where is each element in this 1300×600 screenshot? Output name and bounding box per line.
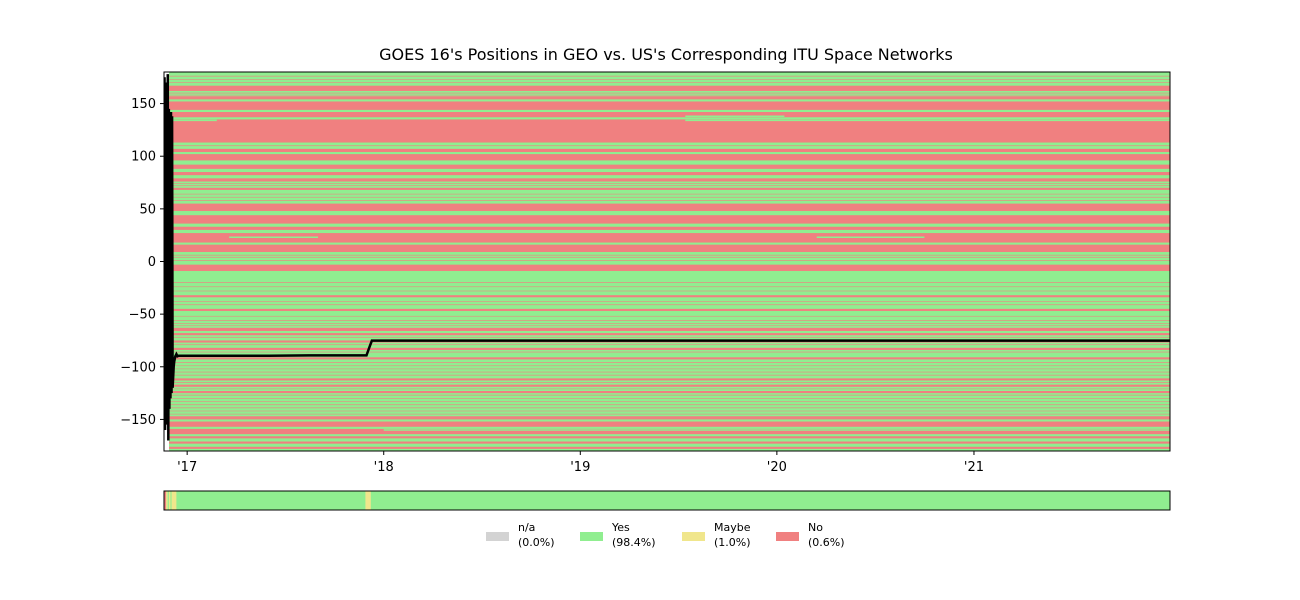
legend-swatch [682, 532, 705, 541]
status-band [164, 203, 1170, 211]
legend-percent: (1.0%) [714, 536, 751, 549]
y-tick-label: −150 [120, 413, 156, 428]
x-tick-label: '20 [767, 460, 787, 475]
x-tick-label: '18 [374, 460, 394, 475]
y-tick-label: 150 [131, 97, 156, 112]
status-band [164, 226, 1170, 230]
legend-swatch [486, 532, 509, 541]
status-band [164, 164, 1170, 169]
status-band [164, 347, 1170, 350]
strip-segment [164, 491, 167, 510]
status-band [164, 233, 1170, 243]
y-axis: 150 100 50 0 −50 −100 −150 [120, 97, 164, 428]
status-band [164, 244, 1170, 253]
status-band [164, 421, 1170, 427]
status-strip-frame [163, 490, 1171, 511]
strip-segment [168, 491, 171, 510]
y-tick-label: −50 [129, 308, 156, 323]
status-band [164, 327, 1170, 331]
status-band [164, 295, 1170, 298]
status-band [164, 378, 1170, 381]
strip-segment [167, 491, 169, 510]
status-band [164, 428, 1170, 435]
status-band [164, 446, 1170, 449]
x-tick-label: '19 [570, 460, 590, 475]
position-series-line [164, 74, 1170, 441]
status-band [164, 384, 1170, 387]
legend-swatch [580, 532, 603, 541]
legend-label: Maybe [714, 521, 751, 534]
status-band [164, 96, 1170, 100]
strip-segment [170, 491, 172, 510]
y-tick-label: −100 [120, 360, 156, 375]
y-tick-label: 50 [139, 202, 156, 217]
x-tick-label: '21 [964, 460, 984, 475]
status-band [164, 308, 1170, 311]
status-band [164, 101, 1170, 110]
strip-segment [166, 491, 168, 510]
status-band [164, 178, 1170, 182]
chart-title: GOES 16's Positions in GEO vs. US's Corr… [379, 45, 953, 64]
legend: n/a (0.0%) Yes (98.4%) Maybe (1.0%) No (0.6%) [486, 521, 845, 549]
status-band [164, 390, 1170, 394]
status-band [164, 154, 1170, 161]
strip-segment [365, 491, 371, 510]
status-band [164, 148, 1170, 153]
status-band [164, 441, 1170, 444]
strip-background [164, 491, 1170, 510]
status-band [164, 215, 1170, 224]
status-band [164, 119, 1170, 143]
status-band [164, 172, 1170, 176]
status-band [164, 416, 1170, 420]
x-tick-label: '17 [177, 460, 197, 475]
x-axis: '17 '18 '19 '20 '21 [177, 451, 984, 475]
status-strip [164, 491, 1170, 510]
strip-segment [171, 491, 177, 510]
status-band [164, 187, 1170, 190]
status-band [164, 264, 1170, 271]
status-band [164, 112, 1170, 118]
legend-label: No [808, 521, 823, 534]
legend-percent: (0.0%) [518, 536, 555, 549]
legend-label: n/a [518, 521, 535, 534]
legend-label: Yes [611, 521, 630, 534]
status-band [164, 333, 1170, 336]
legend-swatch [776, 532, 799, 541]
status-band [164, 85, 1170, 91]
y-tick-label: 100 [131, 150, 156, 165]
y-tick-label: 0 [148, 255, 156, 270]
main-plot-area [164, 72, 1170, 451]
legend-percent: (98.4%) [612, 536, 656, 549]
status-band [164, 357, 1170, 360]
status-band [164, 436, 1170, 439]
legend-percent: (0.6%) [808, 536, 845, 549]
